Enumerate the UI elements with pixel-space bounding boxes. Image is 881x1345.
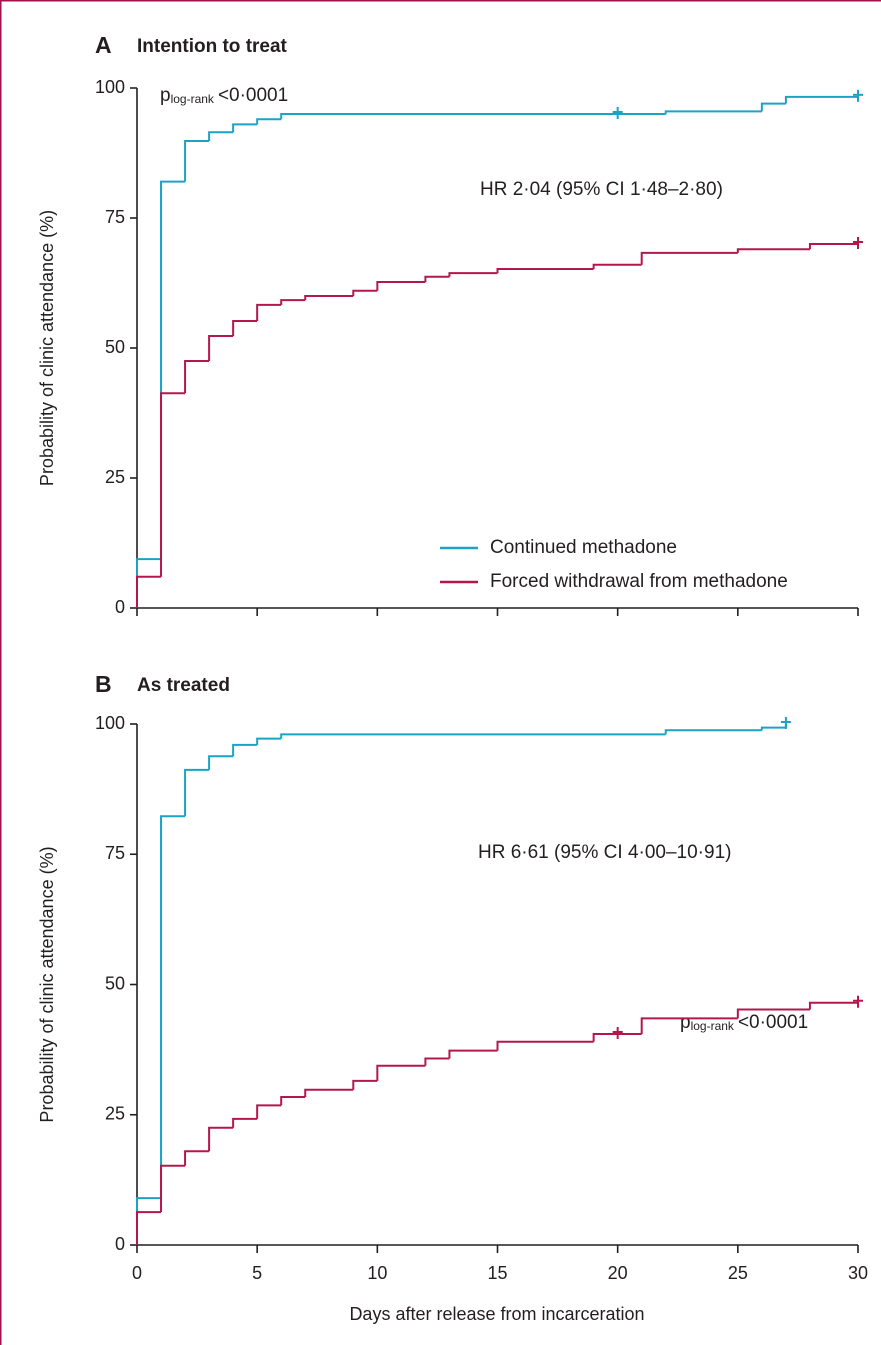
survival-step [352, 1079, 378, 1090]
survival-step [256, 737, 282, 745]
survival-step [208, 1126, 234, 1152]
survival-step [136, 1197, 162, 1245]
survival-step [184, 768, 210, 817]
survival-step [592, 1032, 642, 1042]
panel-title: Intention to treat [137, 36, 288, 57]
x-tick-label: 0 [132, 1263, 142, 1283]
y-tick-label: 75 [105, 207, 125, 227]
survival-step [664, 110, 762, 114]
survival-step [352, 289, 378, 296]
p-subscript: log-rank [171, 92, 215, 106]
survival-step [160, 180, 186, 560]
p-number: <0·0001 [738, 1012, 808, 1033]
y-tick-label: 75 [105, 843, 125, 863]
survival-step [640, 1017, 738, 1034]
panel-title: As treated [137, 675, 230, 696]
survival-step [136, 558, 162, 608]
y-tick-label: 50 [105, 973, 125, 993]
y-tick-label: 50 [105, 337, 125, 357]
survival-step [136, 1211, 162, 1245]
survival-step [496, 1040, 594, 1051]
survival-step [760, 102, 786, 112]
survival-step [160, 815, 186, 1199]
survival-step [760, 726, 786, 731]
survival-step [736, 248, 810, 253]
x-tick-label: 30 [848, 1263, 868, 1283]
survival-step [256, 118, 282, 125]
survival-step [280, 113, 666, 120]
p-label: p [680, 1012, 691, 1033]
survival-step [232, 319, 258, 337]
survival-step [376, 1064, 426, 1081]
survival-step [256, 1104, 282, 1119]
panel-label: B [95, 671, 112, 697]
survival-step [184, 1150, 210, 1166]
y-tick-label: 0 [115, 597, 125, 617]
hazard-ratio: HR 6·61 (95% CI 4·00–10·91) [478, 842, 731, 863]
legend-label: Continued methadone [490, 537, 677, 558]
p-subscript: log-rank [691, 1019, 735, 1033]
survival-step [256, 303, 282, 321]
p-number: <0·0001 [218, 85, 288, 106]
x-tick-label: 10 [367, 1263, 387, 1283]
y-tick-label: 25 [105, 1104, 125, 1124]
survival-step [208, 335, 234, 361]
x-axis-label: Days after release from incarceration [349, 1304, 644, 1324]
y-tick-label: 25 [105, 467, 125, 487]
survival-step [736, 1008, 810, 1019]
x-tick-label: 5 [252, 1263, 262, 1283]
survival-step [184, 140, 210, 182]
panel-label: A [95, 32, 112, 58]
y-axis-label: Probability of clinic attendance (%) [37, 210, 57, 486]
survival-step [304, 295, 354, 301]
survival-step [808, 243, 858, 250]
survival-step [232, 1117, 258, 1128]
survival-step [664, 729, 762, 735]
survival-step [640, 251, 738, 265]
x-tick-label: 20 [608, 1263, 628, 1283]
survival-step [496, 267, 594, 274]
survival-step [160, 1164, 186, 1213]
survival-step [808, 1001, 858, 1010]
y-tick-label: 0 [115, 1234, 125, 1254]
survival-step [208, 131, 234, 142]
survival-step [304, 1088, 354, 1098]
p-value: plog-rank <0·0001 [160, 85, 288, 106]
x-tick-label: 25 [728, 1263, 748, 1283]
survival-step [784, 95, 858, 104]
survival-step [280, 299, 306, 305]
survival-step [280, 1096, 306, 1106]
p-label: p [160, 85, 171, 106]
survival-step [424, 275, 450, 282]
survival-step [448, 272, 498, 277]
p-value: plog-rank <0·0001 [680, 1012, 808, 1033]
hazard-ratio: HR 2·04 (95% CI 1·48–2·80) [480, 179, 723, 200]
survival-step [136, 575, 162, 608]
survival-step [232, 123, 258, 133]
y-axis-label: Probability of clinic attendance (%) [37, 846, 57, 1122]
legend-label: Forced withdrawal from methadone [490, 571, 788, 592]
survival-step [376, 280, 426, 291]
y-tick-label: 100 [95, 713, 125, 733]
survival-step [208, 755, 234, 770]
x-tick-label: 15 [487, 1263, 507, 1283]
survival-step [160, 392, 186, 577]
y-tick-label: 100 [95, 77, 125, 97]
survival-step [280, 733, 666, 739]
survival-step [424, 1057, 450, 1066]
survival-step [448, 1049, 498, 1059]
survival-step [184, 360, 210, 394]
survival-step [592, 263, 642, 269]
survival-step [232, 743, 258, 757]
